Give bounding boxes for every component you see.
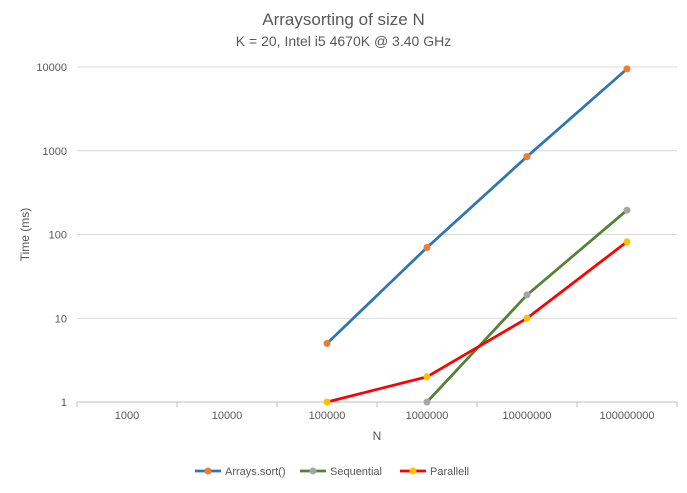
data-point-arrays-sort <box>423 243 431 251</box>
x-tick-label: 1000 <box>115 410 139 422</box>
legend-marker-arrays-sort <box>204 467 212 475</box>
data-point-sequential <box>623 206 631 214</box>
data-point-arrays-sort <box>523 153 531 161</box>
data-point-parallell <box>623 238 631 246</box>
series-line-arrays-sort <box>325 67 629 345</box>
y-tick-label: 100 <box>49 230 67 242</box>
data-point-arrays-sort <box>323 339 331 347</box>
x-tick-label: 100000 <box>309 410 346 422</box>
y-tick-label: 1000 <box>43 146 67 158</box>
y-tick-label: 1 <box>61 397 67 409</box>
chart-title: Arraysorting of size N <box>262 10 425 29</box>
legend-marker-sequential <box>309 467 317 475</box>
series-line-parallell <box>325 240 629 404</box>
legend-label-sequential: Sequential <box>330 466 382 478</box>
x-tick-label: 100000000 <box>599 410 654 422</box>
x-tick-label: 10000 <box>212 410 243 422</box>
x-tick-label: 1000000 <box>406 410 449 422</box>
x-axis-title: N <box>373 429 382 443</box>
data-point-parallell <box>323 398 331 406</box>
y-tick-label: 10 <box>55 313 67 325</box>
data-point-sequential <box>423 398 431 406</box>
x-tick-label: 10000000 <box>503 410 552 422</box>
data-point-parallell <box>423 373 431 381</box>
series-line-sequential <box>425 208 629 404</box>
legend-marker-parallell <box>409 467 417 475</box>
legend-label-arrays-sort: Arrays.sort() <box>225 466 286 478</box>
y-tick-label: 10000 <box>36 62 67 74</box>
legend-label-parallell: Parallell <box>430 466 469 478</box>
data-point-arrays-sort <box>623 65 631 73</box>
y-axis-title: Time (ms) <box>18 208 32 262</box>
data-point-parallell <box>523 314 531 322</box>
chart-subtitle: K = 20, Intel i5 4670K @ 3.40 GHz <box>235 33 452 49</box>
data-point-sequential <box>523 291 531 299</box>
